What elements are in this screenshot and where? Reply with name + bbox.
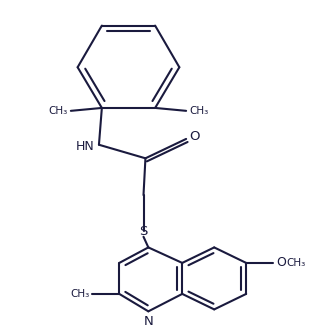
Text: O: O bbox=[189, 130, 199, 144]
Text: S: S bbox=[139, 225, 148, 238]
Text: N: N bbox=[143, 315, 153, 328]
Text: CH₃: CH₃ bbox=[189, 106, 208, 116]
Text: CH₃: CH₃ bbox=[287, 258, 306, 268]
Text: CH₃: CH₃ bbox=[49, 106, 68, 116]
Text: CH₃: CH₃ bbox=[70, 289, 89, 299]
Text: HN: HN bbox=[75, 140, 94, 153]
Text: O: O bbox=[276, 257, 286, 269]
